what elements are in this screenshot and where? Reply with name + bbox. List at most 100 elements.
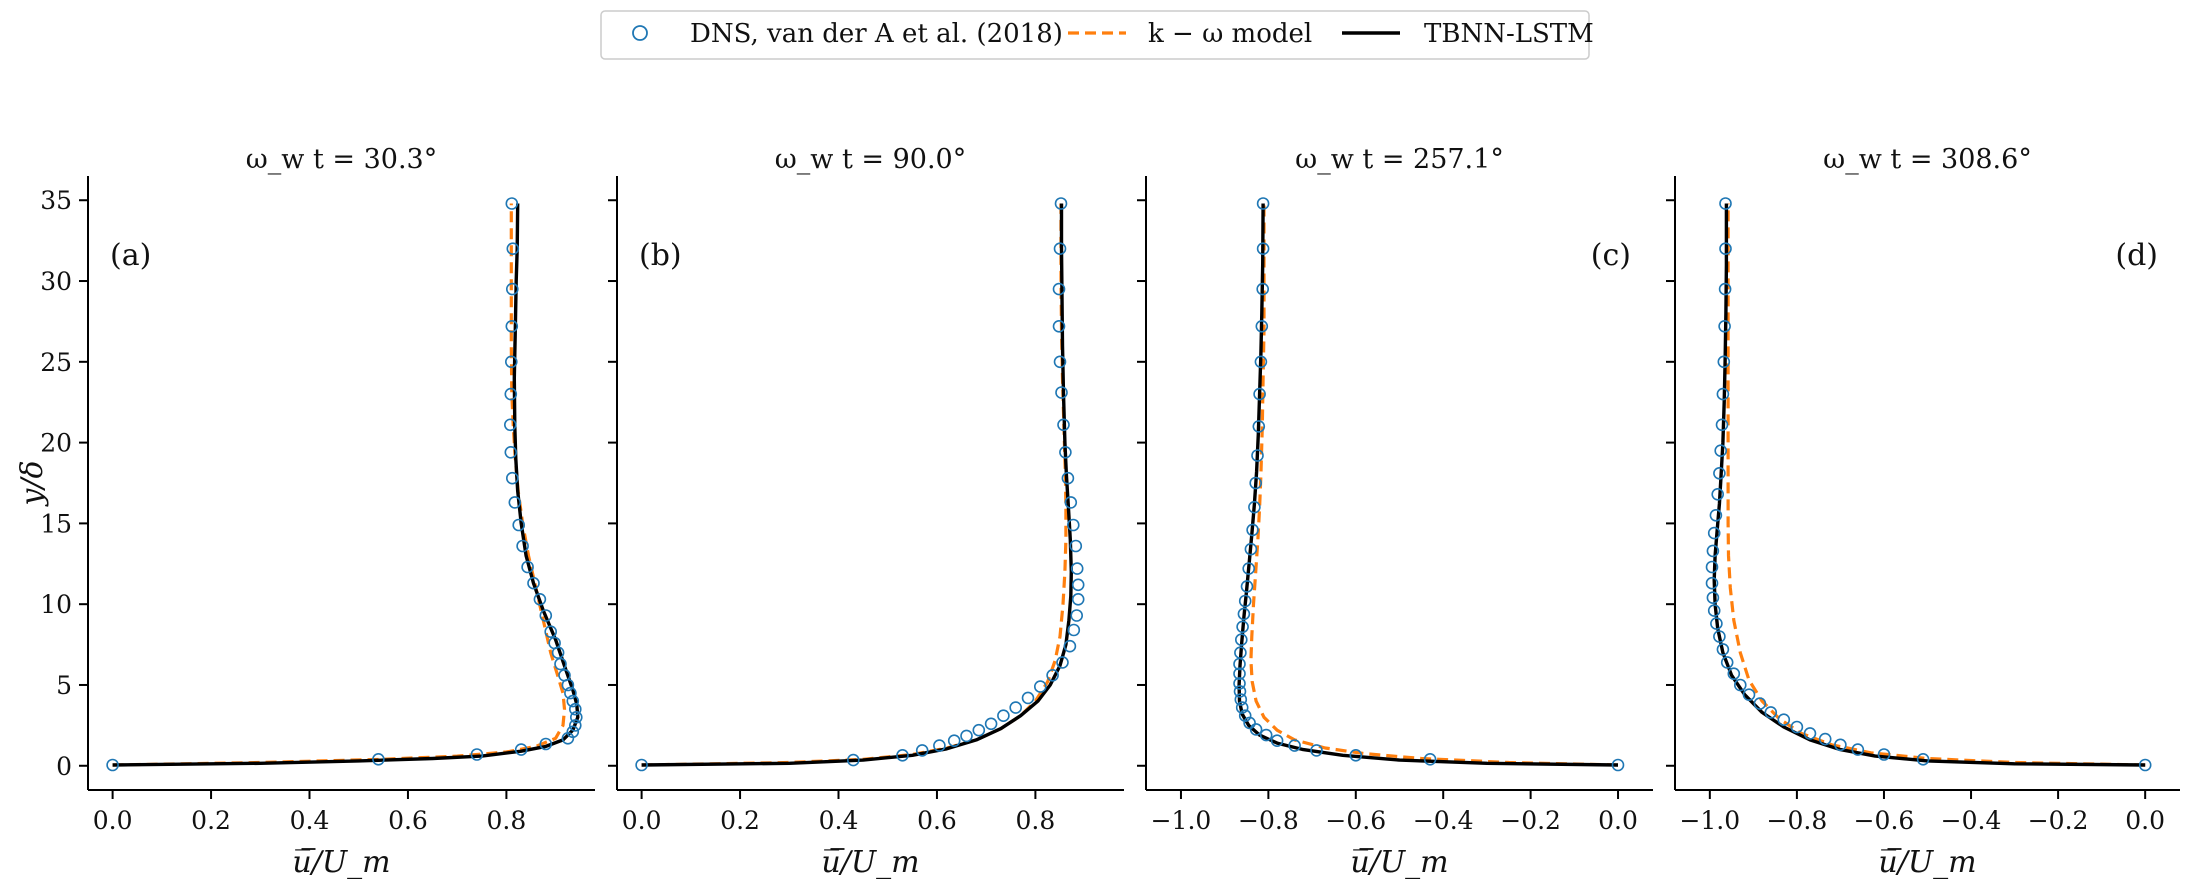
y-tick-label: 5	[56, 671, 72, 700]
dns-point	[1071, 592, 1085, 606]
dns-point	[1764, 706, 1778, 719]
dns-point	[470, 748, 484, 761]
dns-point	[505, 319, 519, 333]
panel-title: ω_w t = 90.0°	[775, 144, 966, 175]
series-group	[106, 197, 583, 772]
dns-point	[1053, 355, 1067, 369]
dns-point	[569, 710, 583, 724]
dns-point	[1255, 319, 1269, 333]
y-tick-label: 15	[40, 509, 72, 538]
dns-point	[1851, 743, 1865, 756]
dns-point	[505, 282, 519, 296]
dns-point	[1242, 562, 1255, 575]
dns-point	[504, 445, 518, 459]
dns-point	[2138, 758, 2152, 772]
dns-point	[539, 609, 553, 622]
dns-point	[1067, 518, 1080, 532]
dns-point	[1717, 355, 1731, 369]
dns-point	[505, 197, 519, 210]
dns-point	[1790, 720, 1804, 734]
dns-point	[1055, 386, 1068, 399]
dns-point	[972, 723, 986, 737]
dns-point	[915, 744, 929, 757]
dns-point	[1734, 678, 1747, 692]
dns-point	[1057, 418, 1070, 432]
dns-point	[1249, 723, 1263, 736]
x-axis-label: u̅/U_m	[1350, 845, 1448, 880]
dns-point	[1254, 355, 1268, 369]
series-line-model	[112, 203, 567, 767]
dns-point	[1716, 643, 1730, 656]
dns-point	[1310, 744, 1323, 757]
x-tick-label: 0.8	[487, 806, 527, 835]
dns-point	[1238, 594, 1252, 608]
dns-point	[1054, 197, 1068, 210]
y-tick-label: 25	[40, 348, 72, 377]
dns-point	[568, 702, 582, 716]
x-axis-label: u̅/U_m	[1878, 845, 1976, 880]
series-line-model	[641, 203, 1068, 767]
dns-point	[1240, 580, 1254, 593]
x-tick-label: −0.6	[1325, 806, 1386, 835]
x-tick-label: −1.0	[1679, 806, 1740, 835]
x-tick-label: 0.6	[388, 806, 428, 835]
dns-point	[1742, 688, 1756, 702]
dns-point	[1256, 242, 1270, 255]
x-tick-label: 0.4	[819, 806, 859, 835]
dns-point	[1052, 319, 1066, 333]
dns-point	[1046, 668, 1059, 682]
x-tick-label: 0.6	[917, 806, 957, 835]
dns-point	[1235, 701, 1249, 714]
dns-point	[1706, 544, 1720, 558]
dns-point	[548, 636, 561, 650]
dns-point	[1718, 319, 1731, 333]
dns-point	[1818, 732, 1832, 746]
dns-point	[1706, 591, 1720, 605]
dns-point	[564, 686, 577, 700]
y-tick-label: 10	[40, 590, 72, 619]
dns-point	[566, 725, 580, 739]
dns-point	[1034, 680, 1047, 693]
dns-point	[1067, 623, 1081, 637]
dns-point	[1709, 508, 1723, 522]
dns-point	[1705, 560, 1719, 574]
dns-point	[1061, 471, 1075, 485]
x-axis-label: u̅/U_m	[292, 845, 390, 880]
y-tick-label: 30	[40, 267, 72, 296]
panel-tag: (b)	[639, 238, 682, 273]
dns-point	[1052, 282, 1066, 296]
series-line-model	[1249, 203, 1619, 767]
legend-entry: DNS, van der A et al. (2018)	[632, 19, 1063, 49]
dns-point	[997, 709, 1010, 723]
y-tick-label: 35	[40, 186, 72, 215]
dns-point	[1720, 656, 1734, 669]
dns-point	[1056, 656, 1069, 669]
panel-title: ω_w t = 257.1°	[1295, 144, 1504, 175]
series-line-tbnn	[1237, 203, 1619, 767]
legend-entry: TBNN-LSTM	[1342, 19, 1594, 49]
dns-point	[521, 560, 534, 574]
dns-point	[846, 753, 860, 767]
dns-point	[1718, 282, 1732, 296]
dns-point	[516, 539, 529, 553]
x-tick-label: −0.4	[1941, 806, 2002, 835]
legend-marker-dns	[632, 25, 648, 41]
dns-point	[1716, 387, 1730, 401]
x-tick-label: 0.2	[191, 806, 231, 835]
dns-point	[1259, 728, 1273, 742]
dns-point	[506, 242, 520, 255]
panel-b: 0.0 0.2 0.4 0.6 0.8 u̅/U_m ω_w t = 90.0° (b)	[608, 144, 1124, 880]
x-tick-label: −0.2	[1500, 806, 1561, 835]
series-group	[635, 197, 1085, 772]
series-line-tbnn	[112, 203, 580, 767]
x-tick-label: 0.2	[720, 806, 760, 835]
legend-label: k − ω model	[1148, 19, 1312, 49]
dns-point	[1803, 727, 1817, 740]
dns-point	[947, 734, 961, 748]
dns-point	[1070, 562, 1084, 575]
series-group	[1233, 197, 1625, 772]
dns-point	[1253, 387, 1266, 401]
dns-point	[1248, 500, 1261, 514]
panel-title: ω_w t = 308.6°	[1823, 144, 2032, 175]
